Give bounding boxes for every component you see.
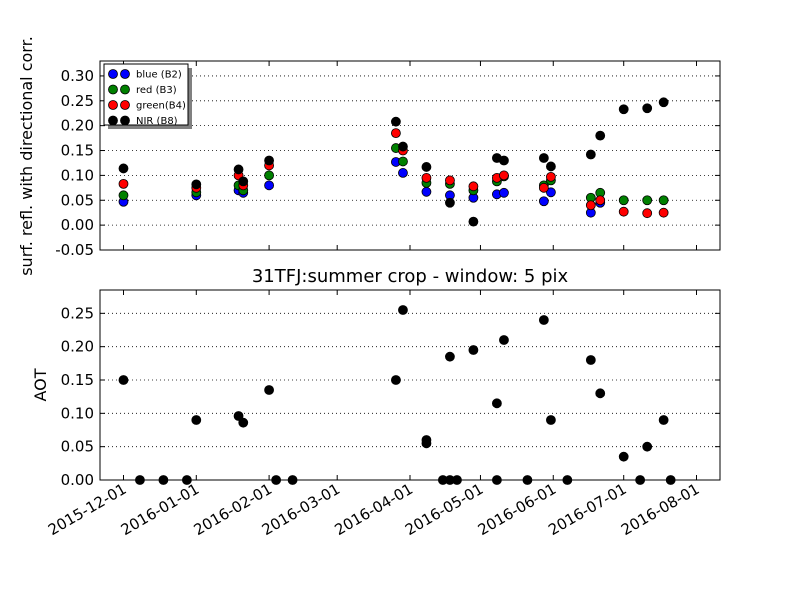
aot-point [546, 415, 556, 425]
legend-marker [108, 69, 118, 79]
y-tick-label: 0.10 [61, 166, 94, 184]
aot-point [391, 375, 401, 385]
reflectance-point [118, 163, 129, 174]
aot-point [538, 315, 549, 325]
reflectance-point [658, 195, 669, 206]
reflectance-point [264, 155, 274, 166]
aot-y-tick-labels: 0.00 0.05 0.10 0.15 0.20 0.25 [61, 304, 94, 489]
reflectance-point [642, 208, 653, 219]
reflectance-point [618, 104, 629, 115]
legend-marker [108, 84, 118, 95]
reflectance-point [421, 172, 432, 183]
reflectance-point [398, 141, 408, 152]
aot-ticks [100, 290, 720, 481]
aot-point [118, 375, 129, 385]
reflectance-point [546, 161, 556, 172]
y-tick-label: 0.20 [61, 117, 94, 135]
aot-point [445, 351, 455, 362]
reflectance-point [421, 162, 432, 172]
legend-label: red (B3) [136, 85, 177, 96]
legend-marker [120, 115, 130, 126]
y-tick-label: 0.15 [61, 371, 94, 389]
legend: blue (B2) red (B3) green(B4) NIR (B8) [103, 63, 192, 129]
reflectance-point [233, 164, 244, 175]
legend-label: NIR (B8) [136, 116, 178, 127]
reflectance-point [499, 187, 509, 198]
reflectance-y-axis-label: surf. refl. with directional corr. [17, 36, 36, 276]
reflectance-point [118, 190, 129, 201]
reflectance-point [264, 170, 274, 181]
legend-label: blue (B2) [136, 70, 182, 81]
y-tick-label: -0.05 [55, 241, 94, 259]
aot-point [499, 335, 509, 345]
legend-marker [120, 84, 130, 95]
y-tick-label: 0.00 [61, 216, 94, 234]
reflectance-point [238, 176, 249, 187]
reflectance-point [618, 195, 629, 206]
reflectance-point [538, 182, 549, 193]
aot-point [233, 411, 244, 421]
reflectance-point [468, 216, 479, 227]
reflectance-point [445, 197, 455, 208]
reflectance-point [642, 195, 653, 206]
reflectance-point [546, 171, 556, 182]
legend-marker [108, 115, 118, 126]
legend-label: green(B4) [136, 101, 186, 112]
aot-point [398, 305, 408, 315]
legend-marker [120, 100, 130, 110]
aot-point [585, 355, 596, 365]
y-tick-label: 0.10 [61, 404, 94, 422]
reflectance-point [398, 168, 408, 178]
y-tick-label: 0.00 [61, 471, 94, 489]
reflectance-point [538, 153, 549, 163]
aot-y-axis-label: AOT [31, 368, 50, 401]
reflectance-point [445, 175, 455, 186]
reflectance-point [421, 186, 432, 197]
y-tick-label: 0.15 [61, 142, 94, 160]
reflectance-point [658, 97, 669, 108]
reflectance-point [546, 187, 556, 198]
reflectance-point [538, 196, 549, 207]
reflectance-point [391, 116, 401, 127]
reflectance-point [391, 128, 401, 139]
y-tick-label: 0.30 [61, 67, 94, 85]
reflectance-point [191, 179, 202, 190]
y-tick-label: 0.05 [61, 191, 94, 209]
reflectance-point [499, 155, 509, 166]
aot-point [658, 415, 669, 425]
y-tick-label: 0.25 [61, 304, 94, 322]
aot-point [491, 398, 502, 409]
aot-point [468, 345, 479, 355]
aot-panel-title: 31TFJ:summer crop - window: 5 pix [252, 266, 569, 287]
aot-point [264, 385, 274, 395]
reflectance-point [585, 149, 596, 160]
y-tick-label: 0.05 [61, 438, 94, 456]
aot-point [238, 417, 249, 428]
reflectance-point [585, 200, 596, 211]
reflectance-point [499, 170, 509, 181]
legend-marker [108, 100, 118, 110]
aot-point [642, 441, 653, 452]
reflectance-y-tick-labels: -0.05 0.00 0.05 0.10 0.15 0.20 0.25 0.30 [55, 67, 94, 259]
legend-marker [120, 69, 130, 79]
reflectance-point [658, 207, 669, 218]
reflectance-panel: -0.05 0.00 0.05 0.10 0.15 0.20 0.25 0.30 surf. … [17, 36, 721, 276]
aot-point [191, 415, 202, 425]
reflectance-point [595, 130, 606, 141]
reflectance-point [118, 178, 129, 189]
reflectance-point [468, 181, 479, 192]
y-tick-label: 0.20 [61, 338, 94, 356]
aot-point [618, 451, 629, 462]
y-tick-label: 0.25 [61, 92, 94, 110]
reflectance-point [398, 156, 408, 167]
reflectance-point [618, 206, 629, 217]
reflectance-point [642, 103, 653, 114]
reflectance-ticks [100, 61, 720, 251]
aot-point [595, 388, 606, 399]
aot-point [421, 438, 432, 449]
reflectance-points [118, 97, 669, 227]
reflectance-point [595, 195, 606, 206]
reflectance-point [264, 180, 274, 191]
